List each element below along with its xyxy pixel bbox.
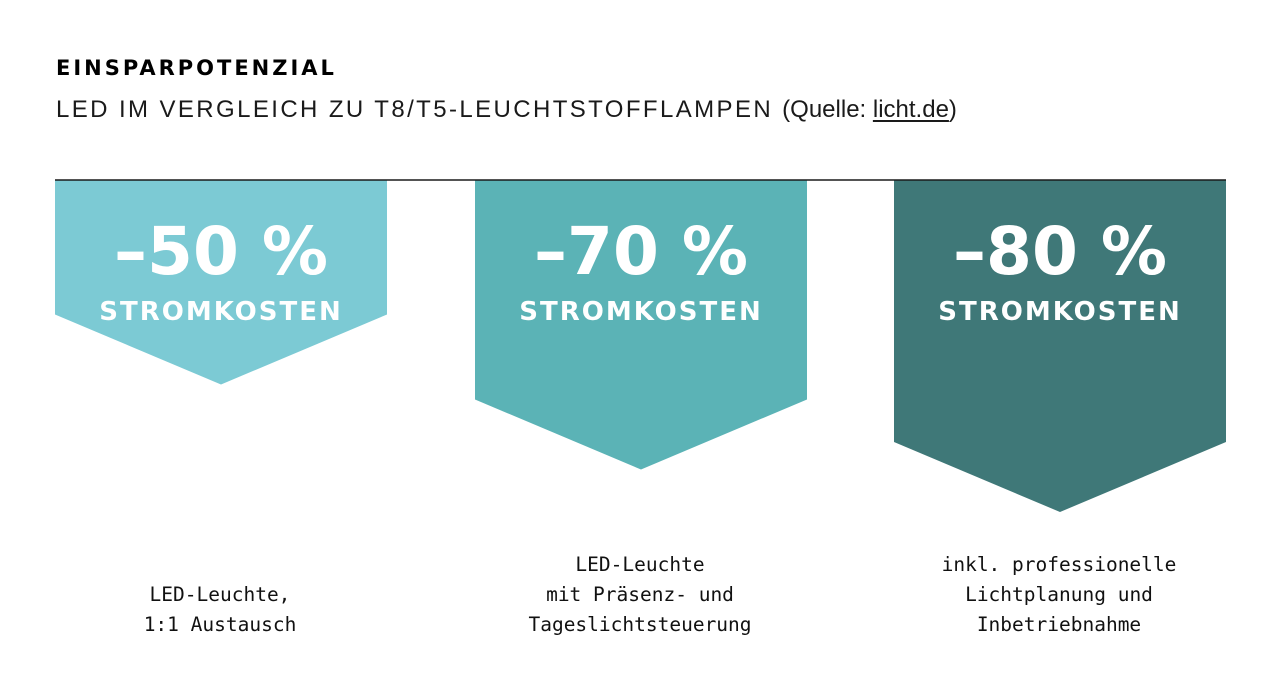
caption-line: LED-Leuchte bbox=[575, 553, 705, 576]
bar-3 bbox=[894, 180, 1226, 512]
caption-line: Lichtplanung und bbox=[965, 583, 1153, 606]
source-link[interactable]: licht.de bbox=[872, 96, 949, 123]
source-suffix: ) bbox=[948, 96, 957, 123]
caption-line: LED-Leuchte, bbox=[149, 583, 291, 606]
caption-line: 1:1 Austausch bbox=[143, 613, 297, 636]
bar-group-2: –70 % STROMKOSTEN bbox=[475, 180, 807, 470]
unit-label-2: STROMKOSTEN bbox=[519, 297, 763, 327]
bar-group-1: –50 % STROMKOSTEN bbox=[55, 180, 387, 385]
value-label-2: –70 % bbox=[534, 213, 748, 290]
bar-1 bbox=[55, 180, 387, 385]
unit-label-1: STROMKOSTEN bbox=[99, 297, 343, 327]
caption-line: inkl. professionelle bbox=[941, 553, 1177, 576]
caption-line: mit Präsenz- und bbox=[546, 583, 734, 606]
bar-2 bbox=[475, 180, 807, 470]
caption-line: Inbetriebnahme bbox=[976, 613, 1142, 636]
caption-line: Tageslichtsteuerung bbox=[528, 613, 752, 636]
bar-group-3: –80 % STROMKOSTEN bbox=[894, 180, 1226, 512]
category-caption-1: LED-Leuchte, 1:1 Austausch bbox=[55, 580, 385, 640]
unit-label-3: STROMKOSTEN bbox=[938, 297, 1182, 327]
chart-title: EINSPARPOTENZIAL bbox=[56, 56, 337, 80]
value-label-1: –50 % bbox=[114, 213, 328, 290]
value-label-3: –80 % bbox=[953, 213, 1167, 290]
subtitle-text: LED IM VERGLEICH ZU T8/T5-LEUCHTSTOFFLAM… bbox=[56, 96, 774, 123]
chart-subtitle: LED IM VERGLEICH ZU T8/T5-LEUCHTSTOFFLAM… bbox=[56, 96, 957, 124]
source-prefix: (Quelle: bbox=[782, 96, 873, 123]
category-caption-3: inkl. professionelle Lichtplanung und Inbe… bbox=[894, 550, 1224, 640]
category-caption-2: LED-Leuchte mit Präsenz- und Tageslichtste… bbox=[475, 550, 805, 640]
